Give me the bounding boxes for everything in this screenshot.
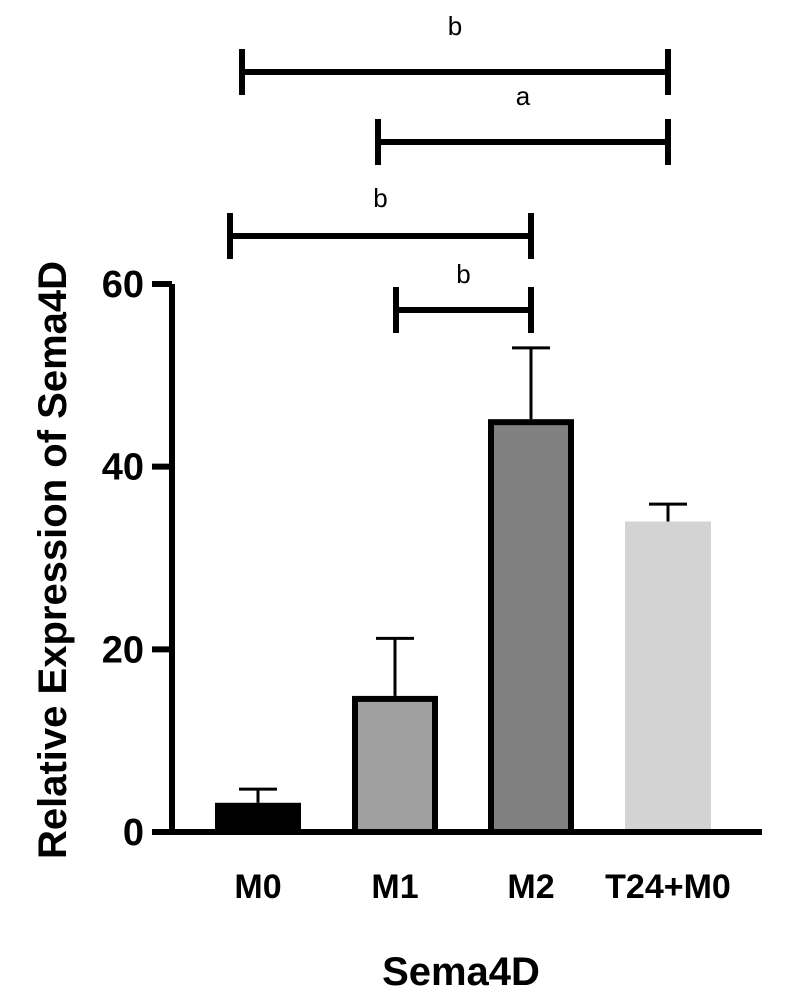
axes xyxy=(169,284,762,835)
significance-label: b xyxy=(448,11,462,41)
significance-bracket: b xyxy=(227,183,534,259)
x-tick-label: M2 xyxy=(507,868,554,906)
bars xyxy=(215,346,711,835)
y-axis-title: Relative Expression of Sema4D xyxy=(31,261,75,859)
y-tick-label: 0 xyxy=(123,812,144,854)
significance-label: b xyxy=(373,183,387,213)
significance-label: a xyxy=(516,81,531,111)
y-tick-label: 40 xyxy=(102,447,144,489)
x-tick-label: M0 xyxy=(234,868,281,906)
significance-label: b xyxy=(456,259,470,289)
y-ticks: 0 20 40 60 xyxy=(102,264,172,854)
significance-bracket: b xyxy=(393,259,534,333)
bar-t24-m0 xyxy=(625,521,711,832)
significance-brackets: b a b b xyxy=(227,11,671,333)
x-axis-title: Sema4D xyxy=(382,950,540,994)
significance-bracket: a xyxy=(375,81,671,165)
x-tick-label: M1 xyxy=(371,868,418,906)
x-tick-labels: M0 M1 M2 T24+M0 xyxy=(234,868,730,906)
bar-m1 xyxy=(352,695,438,835)
significance-bracket: b xyxy=(239,11,671,95)
y-tick-label: 60 xyxy=(102,264,144,306)
bar-m0 xyxy=(215,802,301,835)
x-tick-label: T24+M0 xyxy=(605,868,731,906)
y-tick-label: 20 xyxy=(102,629,144,671)
bar-m2 xyxy=(488,419,574,835)
